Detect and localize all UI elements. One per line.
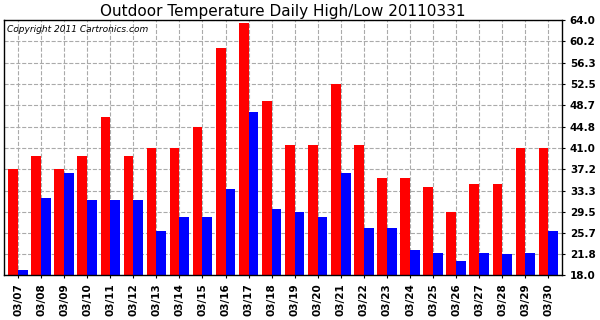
Bar [18, 270, 28, 275]
Bar [410, 250, 419, 275]
Bar [526, 253, 535, 275]
Bar [157, 231, 166, 275]
Bar [248, 112, 258, 275]
Bar [285, 145, 295, 275]
Bar [387, 228, 397, 275]
Bar [262, 101, 272, 275]
Bar [502, 254, 512, 275]
Bar [41, 198, 51, 275]
Bar [8, 169, 18, 275]
Bar [64, 173, 74, 275]
Bar [179, 217, 189, 275]
Bar [493, 184, 502, 275]
Bar [101, 117, 110, 275]
Bar [456, 261, 466, 275]
Bar [87, 201, 97, 275]
Bar [539, 148, 548, 275]
Bar [424, 187, 433, 275]
Bar [548, 231, 558, 275]
Bar [377, 178, 387, 275]
Bar [469, 184, 479, 275]
Title: Outdoor Temperature Daily High/Low 20110331: Outdoor Temperature Daily High/Low 20110… [100, 4, 466, 19]
Bar [146, 148, 157, 275]
Bar [331, 84, 341, 275]
Bar [77, 156, 87, 275]
Bar [124, 156, 133, 275]
Bar [216, 48, 226, 275]
Bar [318, 217, 328, 275]
Bar [400, 178, 410, 275]
Bar [110, 201, 120, 275]
Bar [308, 145, 318, 275]
Bar [202, 217, 212, 275]
Bar [354, 145, 364, 275]
Bar [55, 169, 64, 275]
Text: Copyright 2011 Cartronics.com: Copyright 2011 Cartronics.com [7, 25, 148, 35]
Bar [515, 148, 526, 275]
Bar [446, 212, 456, 275]
Bar [479, 253, 489, 275]
Bar [433, 253, 443, 275]
Bar [193, 127, 202, 275]
Bar [239, 23, 248, 275]
Bar [295, 212, 304, 275]
Bar [133, 201, 143, 275]
Bar [31, 156, 41, 275]
Bar [226, 189, 235, 275]
Bar [170, 148, 179, 275]
Bar [272, 209, 281, 275]
Bar [341, 173, 350, 275]
Bar [364, 228, 374, 275]
